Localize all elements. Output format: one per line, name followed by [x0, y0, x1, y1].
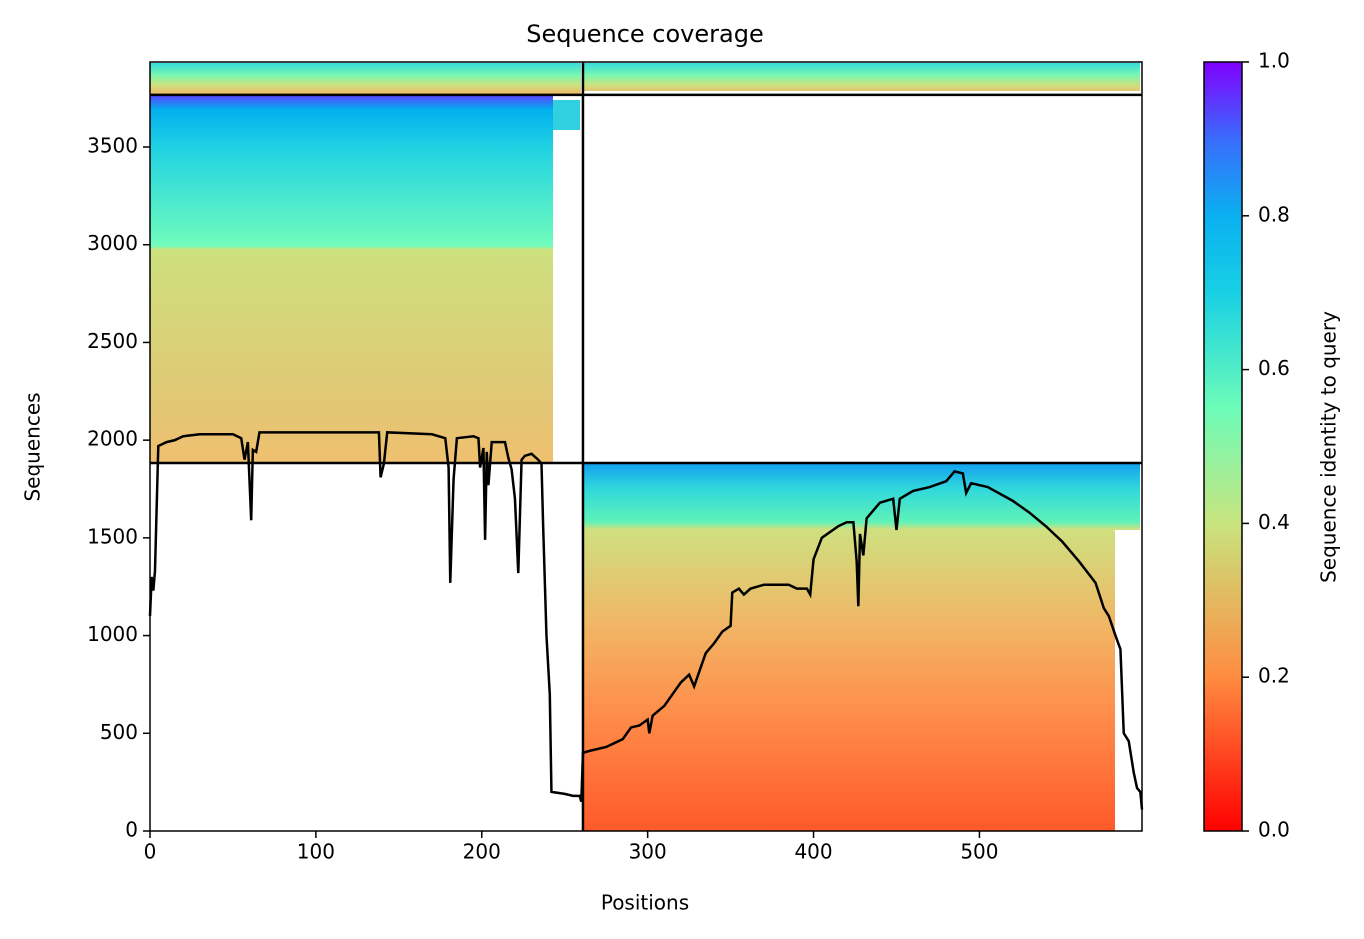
- heatmap: [150, 63, 1141, 831]
- y-axis-label: Sequences: [21, 392, 45, 501]
- heat-block: [583, 63, 1140, 91]
- y-tick-label: 1500: [87, 524, 138, 548]
- colorbar: [1203, 61, 1243, 832]
- y-tick-label: 0: [125, 818, 138, 842]
- colorbar-tick-label: 0.8: [1258, 202, 1290, 226]
- y-tick-label: 2000: [87, 427, 138, 451]
- heat-block: [553, 100, 580, 130]
- y-tick-label: 2500: [87, 329, 138, 353]
- plot-frame: [149, 61, 1143, 832]
- heat-block: [583, 464, 1140, 831]
- y-tick-label: 500: [100, 720, 138, 744]
- heat-block: [150, 63, 581, 95]
- x-tick-label: 300: [629, 840, 667, 864]
- coverage-line: [148, 431, 1144, 810]
- colorbar-tick-label: 0.0: [1258, 818, 1290, 842]
- x-tick-label: 500: [960, 840, 998, 864]
- colorbar-label: Sequence identity to query: [1317, 311, 1341, 583]
- x-tick-label: 400: [794, 840, 832, 864]
- x-axis-label: Positions: [601, 891, 689, 915]
- chart-title: Sequence coverage: [526, 20, 763, 48]
- x-tick-label: 0: [144, 840, 157, 864]
- heat-block: [150, 96, 553, 463]
- y-tick-label: 1000: [87, 622, 138, 646]
- colorbar-tick-label: 0.4: [1258, 510, 1290, 534]
- y-tick-label: 3500: [87, 134, 138, 158]
- x-tick-label: 200: [463, 840, 501, 864]
- colorbar-tick-label: 0.2: [1258, 664, 1290, 688]
- colorbar-tick-label: 1.0: [1258, 49, 1290, 73]
- y-tick-label: 3000: [87, 231, 138, 255]
- colorbar-tick-label: 0.6: [1258, 356, 1290, 380]
- x-tick-label: 100: [297, 840, 335, 864]
